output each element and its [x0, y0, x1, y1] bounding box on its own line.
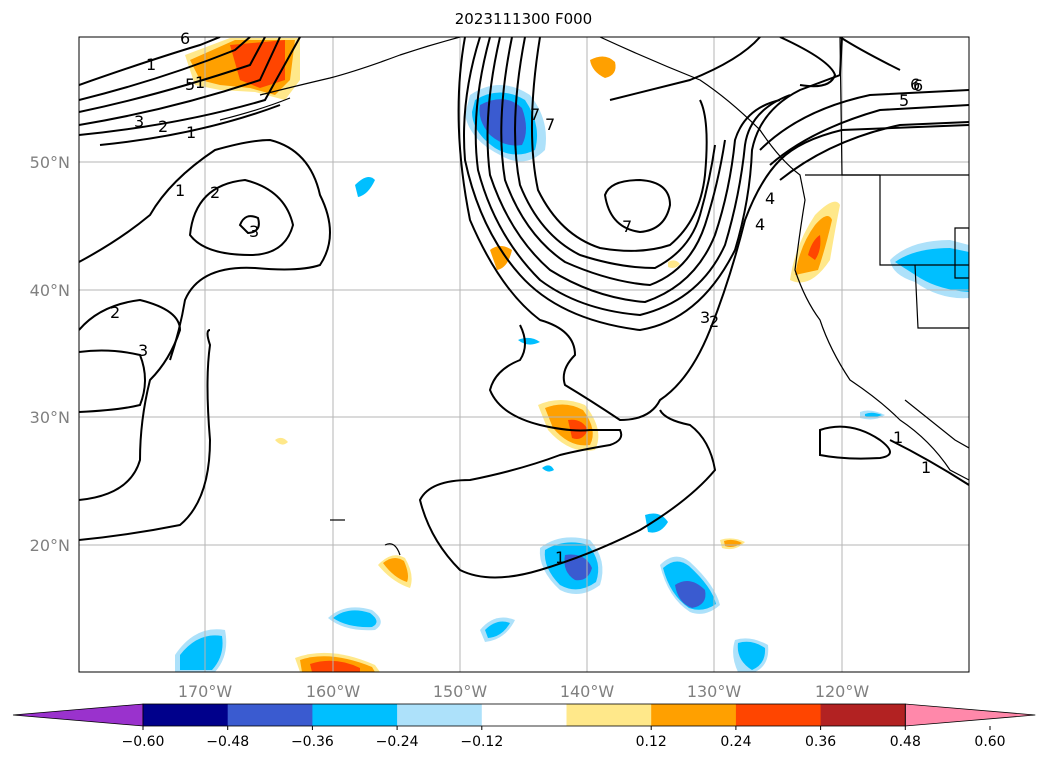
colorbar-segment: [566, 704, 652, 726]
colorbar-segment: [397, 704, 483, 726]
contour-label: 3: [134, 112, 144, 131]
plot-frame: [78, 36, 970, 673]
lon-labels: 170°W 160°W 150°W 140°W 130°W 120°W: [178, 682, 870, 701]
contour-label: 1: [195, 73, 205, 92]
colorbar-ticks: −0.60 −0.48 −0.36 −0.24 −0.12 0.12 0.24 0.36 0.4…: [122, 726, 1006, 750]
colorbar-segment: [820, 704, 906, 726]
colorbar-segment: [481, 704, 567, 726]
colorbar-tick-label: −0.60: [122, 734, 165, 750]
lon-label: 150°W: [433, 682, 488, 701]
colorbar-tick-label: 0.36: [805, 734, 836, 750]
lon-label: 160°W: [306, 682, 361, 701]
colorbar-segment: [227, 704, 313, 726]
colorbar-segment: [735, 704, 822, 726]
contour-label: 1: [893, 428, 903, 447]
colorbar-extend-high: [904, 703, 1036, 727]
colorbar-tick-label: −0.48: [206, 734, 249, 750]
lat-label: 30°N: [30, 408, 70, 427]
lat-label: 20°N: [30, 536, 70, 555]
contour-labels: 1 2 3 4 5 6 7 2 3 1 2 3 7 7 4 3 2 1 1 1 …: [110, 29, 931, 567]
contour-label: 7: [545, 115, 555, 134]
contour-lines: [79, 37, 969, 579]
lat-label: 50°N: [30, 153, 70, 172]
contour-label: 3: [138, 341, 148, 360]
contour-label: 1: [146, 55, 156, 74]
contour-label: 6: [913, 76, 923, 95]
lon-label: 170°W: [178, 682, 233, 701]
colorbar-frame: [142, 703, 906, 727]
colorbar-segment: [312, 704, 398, 726]
colorbar-tick-label: −0.24: [376, 734, 419, 750]
coastlines: [219, 37, 969, 556]
contour-label: 2: [110, 303, 120, 322]
map-title: 2023111300 F000: [454, 10, 593, 28]
lat-label: 40°N: [30, 281, 70, 300]
lat-labels: 50°N 40°N 30°N 20°N: [30, 153, 70, 555]
contour-label: 2: [210, 183, 220, 202]
contour-label: 5: [899, 91, 909, 110]
colorbar-segment: [651, 704, 737, 726]
colorbar-extend-low: [12, 703, 144, 727]
contour-label: 1: [555, 548, 565, 567]
colorbar-segment: [143, 704, 229, 726]
contour-label: 4: [765, 189, 775, 208]
colorbar: [12, 703, 1036, 727]
colorbar-tick-label: 0.24: [720, 734, 751, 750]
contour-label: 6: [910, 75, 920, 94]
contour-label: 7: [622, 217, 632, 236]
contour-label: 2: [158, 117, 168, 136]
colorbar-tick-label: −0.12: [460, 734, 503, 750]
contour-label: 1: [186, 123, 196, 142]
contour-label: 1: [921, 458, 931, 477]
contour-label: 7: [530, 105, 540, 124]
lon-label: 140°W: [560, 682, 615, 701]
colorbar-tick-label: 0.60: [974, 734, 1005, 750]
lon-label: 120°W: [815, 682, 870, 701]
contour-label: 2: [709, 312, 719, 331]
colorbar-tick-label: −0.36: [291, 734, 334, 750]
contour-label: 1: [175, 181, 185, 200]
contour-label: 4: [755, 215, 765, 234]
shaded-anomalies: [175, 38, 969, 672]
contour-label: 3: [700, 308, 710, 327]
colorbar-tick-label: 0.12: [636, 734, 667, 750]
contour-label: 3: [249, 222, 259, 241]
contour-label: 6: [180, 29, 190, 48]
contour-label: 5: [185, 75, 195, 94]
colorbar-tick-label: 0.48: [890, 734, 921, 750]
lon-label: 130°W: [687, 682, 742, 701]
